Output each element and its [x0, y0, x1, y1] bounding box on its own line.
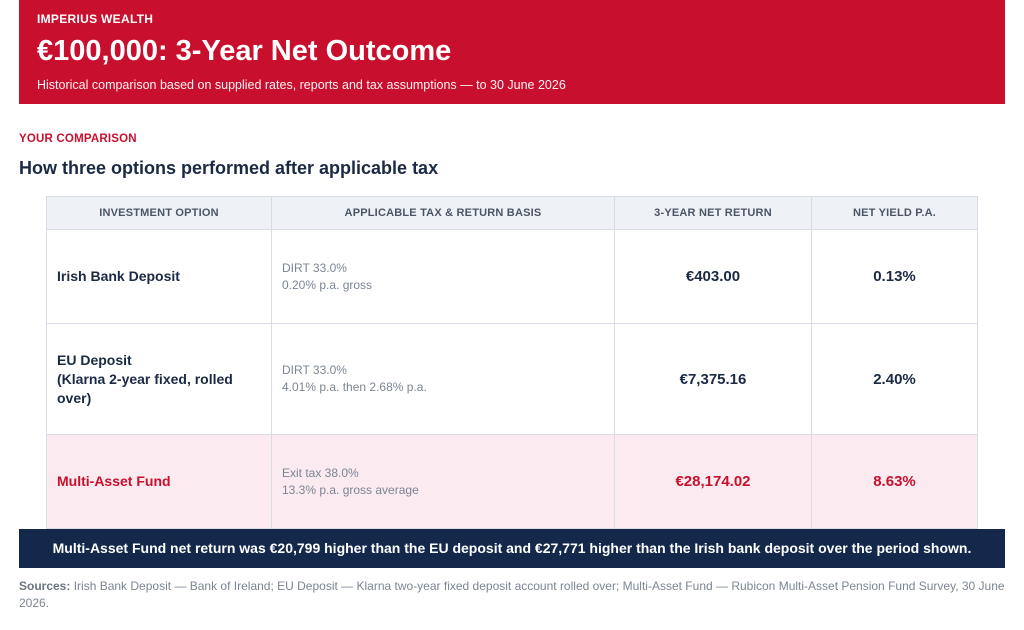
net-return: €7,375.16	[614, 323, 812, 435]
option-detail: (Klarna 2-year fixed, rolled over)	[57, 370, 233, 406]
sources-note: Sources: Irish Bank Deposit — Bank of Ir…	[19, 578, 1009, 612]
table-row: Irish Bank Deposit DIRT 33.0% 0.20% p.a.…	[46, 229, 978, 324]
net-return: €28,174.02	[614, 434, 812, 529]
return-basis: 13.3% p.a. gross average	[282, 482, 419, 497]
net-yield: 8.63%	[811, 434, 978, 529]
header-banner: IMPERIUS WEALTH €100,000: 3-Year Net Out…	[19, 0, 1005, 104]
tax-rate: DIRT 33.0%	[282, 260, 347, 275]
sources-label: Sources:	[19, 579, 71, 593]
table-row: EU Deposit (Klarna 2-year fixed, rolled …	[46, 323, 978, 435]
tax-rate: DIRT 33.0%	[282, 363, 347, 377]
table-row-highlighted: Multi-Asset Fund Exit tax 38.0% 13.3% p.…	[46, 434, 978, 529]
column-header-net-return: 3-YEAR NET RETURN	[614, 196, 812, 230]
option-name: Multi-Asset Fund	[46, 434, 272, 529]
return-basis: 4.01% p.a. then 2.68% p.a.	[282, 380, 427, 394]
page-title: €100,000: 3-Year Net Outcome	[37, 35, 452, 67]
option-name: EU Deposit (Klarna 2-year fixed, rolled …	[46, 323, 272, 435]
table-header-row: INVESTMENT OPTION APPLICABLE TAX & RETUR…	[46, 196, 978, 230]
tax-basis: DIRT 33.0% 0.20% p.a. gross	[271, 229, 615, 324]
tax-basis: Exit tax 38.0% 13.3% p.a. gross average	[271, 434, 615, 529]
tax-rate: Exit tax 38.0%	[282, 465, 359, 480]
page-subtitle: Historical comparison based on supplied …	[37, 78, 566, 92]
section-eyebrow: YOUR COMPARISON	[19, 133, 137, 145]
column-header-net-yield: NET YIELD P.A.	[811, 196, 978, 230]
net-yield: 2.40%	[811, 323, 978, 435]
tax-basis: DIRT 33.0% 4.01% p.a. then 2.68% p.a.	[271, 323, 615, 435]
section-title: How three options performed after applic…	[19, 158, 439, 178]
option-title: EU Deposit	[57, 351, 132, 368]
return-basis: 0.20% p.a. gross	[282, 277, 373, 292]
summary-callout: Multi-Asset Fund net return was €20,799 …	[19, 529, 1005, 568]
column-header-option: INVESTMENT OPTION	[46, 196, 272, 230]
brand-name: IMPERIUS WEALTH	[37, 12, 154, 26]
option-name: Irish Bank Deposit	[46, 229, 272, 324]
net-yield: 0.13%	[811, 229, 978, 324]
comparison-table: INVESTMENT OPTION APPLICABLE TAX & RETUR…	[46, 196, 978, 529]
sources-text: Irish Bank Deposit — Bank of Ireland; EU…	[19, 579, 1005, 610]
net-return: €403.00	[614, 229, 812, 324]
column-header-tax-basis: APPLICABLE TAX & RETURN BASIS	[271, 196, 615, 230]
